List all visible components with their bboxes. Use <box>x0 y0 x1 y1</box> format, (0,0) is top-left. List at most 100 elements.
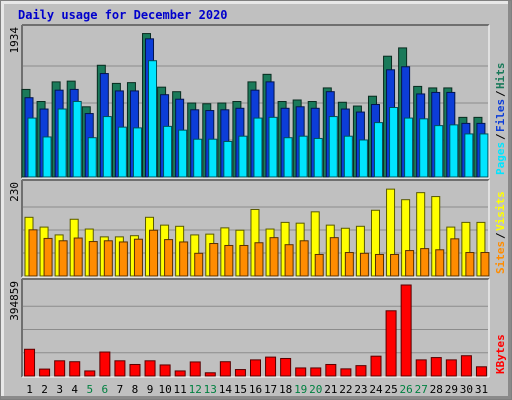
legend-label-files: Files <box>494 99 507 132</box>
frame-highlight-top <box>1 1 511 4</box>
x-tick-label-day-25: 25 <box>384 383 397 396</box>
bar-kbytes-day-1 <box>24 348 36 377</box>
bar-kbytes-day-20 <box>310 367 322 377</box>
bar-sites-day-15 <box>239 244 249 277</box>
bar-sites-day-19 <box>299 240 309 277</box>
bar-pages-day-9 <box>148 60 158 178</box>
x-tick-label-day-8: 8 <box>132 383 139 396</box>
bar-sites-day-5 <box>88 241 98 277</box>
x-tick-label-day-18: 18 <box>279 383 292 396</box>
x-tick-label-day-20: 20 <box>309 383 322 396</box>
frame-highlight-left <box>1 1 4 399</box>
bar-sites-day-3 <box>58 240 68 277</box>
x-tick-label-day-12: 12 <box>189 383 202 396</box>
legend-label-sites: Sites <box>494 241 507 274</box>
bar-pages-day-23 <box>358 139 368 178</box>
bar-pages-day-10 <box>163 125 173 178</box>
bar-sites-day-9 <box>149 229 159 277</box>
bar-kbytes-day-5 <box>84 370 96 377</box>
bar-kbytes-day-18 <box>280 357 292 377</box>
bar-kbytes-day-23 <box>355 365 367 377</box>
x-tick-label-day-22: 22 <box>339 383 352 396</box>
x-tick-label-day-26: 26 <box>400 383 413 396</box>
legend-separator: / <box>494 133 507 140</box>
bar-kbytes-day-25 <box>385 310 397 377</box>
bar-kbytes-day-21 <box>325 363 337 377</box>
bar-sites-day-23 <box>359 252 369 277</box>
x-tick-label-day-2: 2 <box>41 383 48 396</box>
bar-pages-day-2 <box>42 136 52 178</box>
bar-sites-day-17 <box>269 237 279 277</box>
x-tick-label-day-17: 17 <box>264 383 277 396</box>
bar-pages-day-24 <box>373 122 383 178</box>
bar-kbytes-day-9 <box>144 360 156 377</box>
bar-kbytes-day-6 <box>99 351 111 377</box>
bar-pages-day-7 <box>117 126 127 178</box>
bar-kbytes-day-10 <box>159 364 171 377</box>
bar-pages-day-27 <box>419 118 429 178</box>
bar-sites-day-16 <box>254 242 264 277</box>
bar-pages-day-8 <box>132 127 142 178</box>
bar-kbytes-day-7 <box>114 360 126 377</box>
bar-kbytes-day-16 <box>250 359 261 377</box>
axis-labels: 1934 230 394859 <box>8 27 21 321</box>
bar-pages-day-18 <box>283 137 293 178</box>
x-tick-label-day-24: 24 <box>369 383 383 396</box>
x-tick-label-day-19: 19 <box>294 383 307 396</box>
bar-kbytes-day-8 <box>129 363 141 377</box>
legend-separator: / <box>494 232 507 239</box>
bar-kbytes-day-3 <box>54 360 66 377</box>
x-tick-label-day-15: 15 <box>234 383 247 396</box>
bar-kbytes-day-13 <box>204 372 216 377</box>
bar-sites-day-8 <box>133 238 143 277</box>
legend-separator: / <box>494 90 507 97</box>
x-tick-label-day-16: 16 <box>249 383 262 396</box>
bar-sites-day-6 <box>103 240 113 277</box>
frame-shadow-bottom <box>1 396 511 399</box>
bar-kbytes-day-24 <box>370 355 382 377</box>
bar-kbytes-day-30 <box>460 355 472 377</box>
y-axis-max-label-bottom: 394859 <box>8 281 21 321</box>
bar-pages-day-12 <box>193 138 203 178</box>
bar-sites-day-31 <box>480 252 490 277</box>
bar-kbytes-day-19 <box>295 367 307 377</box>
bar-pages-day-1 <box>27 117 37 178</box>
bar-kbytes-day-31 <box>475 366 487 377</box>
x-tick-label-day-31: 31 <box>475 383 488 396</box>
bar-pages-day-13 <box>208 138 218 178</box>
bar-sites-day-24 <box>374 253 384 277</box>
bar-kbytes-day-29 <box>445 359 457 377</box>
bar-pages-day-28 <box>434 125 444 178</box>
bar-kbytes-day-2 <box>39 368 51 377</box>
bar-pages-day-17 <box>268 116 278 178</box>
bar-kbytes-day-14 <box>219 361 231 377</box>
x-tick-label-day-10: 10 <box>158 383 171 396</box>
bar-pages-day-22 <box>343 135 353 178</box>
bar-pages-day-14 <box>223 140 233 178</box>
bar-sites-day-29 <box>450 238 460 277</box>
legend-label-hits: Hits <box>494 63 507 90</box>
bar-pages-day-25 <box>389 107 399 178</box>
y-axis-max-label-middle: 230 <box>8 182 21 202</box>
bar-sites-day-4 <box>73 237 83 277</box>
bar-sites-day-20 <box>314 253 324 277</box>
bar-kbytes-day-26 <box>400 284 412 377</box>
x-tick-label-day-4: 4 <box>71 383 78 396</box>
x-tick-label-day-14: 14 <box>219 383 233 396</box>
bar-sites-day-14 <box>224 244 234 277</box>
chart-title: Daily usage for December 2020 <box>18 8 228 22</box>
legend-label-kbytes: KBytes <box>494 334 507 374</box>
x-tick-label-day-30: 30 <box>460 383 473 396</box>
x-tick-label-day-6: 6 <box>102 383 109 396</box>
x-tick-label-day-29: 29 <box>445 383 458 396</box>
legend-label-visits: Visits <box>494 191 507 231</box>
x-tick-labels: 1 2 3 4 5 6 7 8 9 10 11 12 13 14 15 16 17 18 19 20 21 22 23 24 2… <box>26 383 488 396</box>
bar-sites-day-12 <box>194 252 204 277</box>
bar-sites-day-26 <box>405 250 415 277</box>
bar-sites-day-22 <box>344 252 354 277</box>
x-tick-label-day-1: 1 <box>26 383 33 396</box>
x-tick-label-day-27: 27 <box>415 383 428 396</box>
bar-pages-day-11 <box>178 129 188 178</box>
bar-pages-day-29 <box>449 124 459 178</box>
